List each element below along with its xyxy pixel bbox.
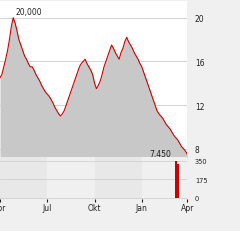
Bar bbox=[95, 158, 142, 199]
Text: 7,450: 7,450 bbox=[149, 149, 171, 158]
Bar bbox=[0, 158, 47, 199]
Text: 20,000: 20,000 bbox=[15, 7, 42, 16]
Bar bbox=[175, 161, 177, 198]
Bar bbox=[177, 164, 179, 198]
Bar bbox=[142, 158, 187, 199]
Bar bbox=[47, 158, 95, 199]
